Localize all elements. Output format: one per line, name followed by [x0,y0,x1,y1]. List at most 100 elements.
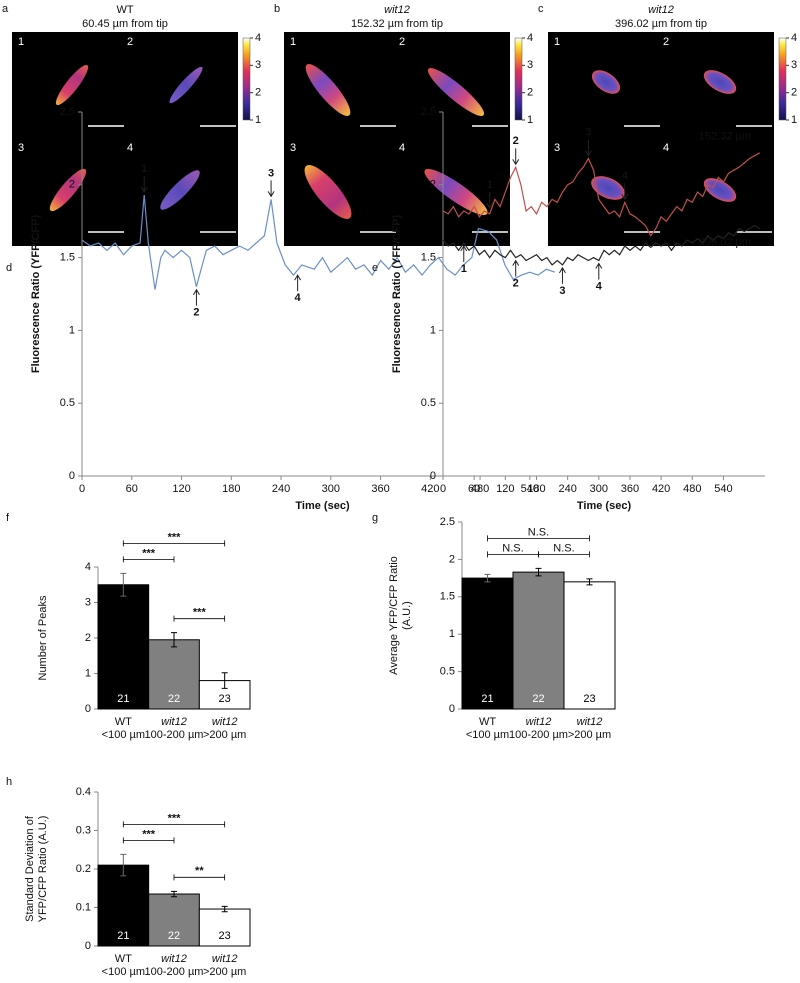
x-tick-label: <100 µm [102,729,145,741]
y-tick-label: 1.5 [421,252,436,264]
x-tick-label: 120 [496,483,514,495]
annotation-arrow [512,148,520,166]
y-tick-label: 0 [430,470,436,482]
error-bar [120,853,127,877]
panel-letter: h [6,776,12,788]
cell-label: 1 [290,36,296,48]
panel-subtitle: 152.32 µm from tip [351,18,443,30]
annotation-arrow [486,192,494,209]
significance-label: ** [195,865,204,877]
annotation: 4 [622,170,629,182]
y-tick-label: 1 [449,628,455,640]
panel-subtitle: 396.02 µm from tip [615,18,707,30]
y-tick-label: 0.3 [76,824,91,836]
x-tick-label: 540 [521,483,539,495]
micrograph [548,32,774,246]
panel-title: WT [116,4,133,16]
x-tick-label: wit12 [577,716,603,728]
annotation: 1 [487,179,493,191]
colorbar-tick-label: 3 [527,59,533,71]
cell-label: 4 [399,142,405,154]
x-tick-label: 180 [222,483,240,495]
significance-label: N.S. [553,542,574,554]
cell [49,168,87,212]
x-tick-label: 0 [79,483,85,495]
error-bar [120,572,127,597]
error-bar [484,573,491,583]
x-tick-label: 480 [683,483,701,495]
bar [512,571,565,710]
x-tick-label: wit12 [526,716,552,728]
significance-bracket [122,540,226,547]
cell-label: 1 [554,36,560,48]
x-tick-label: wit12 [161,716,187,728]
significance-label: *** [193,607,207,619]
y-axis-label: Standard Deviation of [24,815,36,922]
x-tick-label: 420 [652,483,670,495]
bar [97,584,150,710]
colorbar-tick-label: 2 [791,87,797,99]
colorbar-tick-label: 1 [255,114,261,126]
x-tick-label: 300 [590,483,608,495]
y-tick-label: 0.1 [76,901,91,913]
cell [160,170,200,210]
error-bar [171,890,177,898]
x-tick-label: 240 [558,483,576,495]
y-tick-label: 0 [85,940,91,952]
colorbar-tick-label: 4 [527,32,533,44]
cell [305,64,351,116]
sample-size: 22 [532,693,544,705]
x-tick-label: 60 [468,483,480,495]
cell-label: 2 [663,36,669,48]
significance-label: N.S. [502,542,523,554]
x-tick-label: wit12 [161,953,187,965]
significance-label: *** [142,828,156,840]
y-tick-label: 2 [449,553,455,565]
cell [55,64,89,106]
x-tick-label: >200 µm [203,966,246,978]
y-tick-label: 0.5 [421,397,436,409]
sample-size: 23 [583,693,595,705]
annotation-arrow [595,262,603,280]
y-tick-label: 0 [69,470,75,482]
panel-title: wit12 [384,4,410,16]
cell [591,70,621,94]
sample-size: 21 [117,930,129,942]
colorbar-tick-label: 3 [255,59,261,71]
panel-title: wit12 [648,4,674,16]
x-tick-label: wit12 [212,953,238,965]
x-tick-label: 100-200 µm [145,729,204,741]
line-series [442,152,761,237]
x-tick-label: 180 [527,483,545,495]
y-tick-label: 0.2 [76,863,91,875]
cell-label: 3 [290,142,296,154]
x-tick-label: 100-200 µm [509,729,568,741]
cell [169,66,203,104]
y-tick-label: 0 [449,703,455,715]
colorbar-tick-label: 1 [527,114,533,126]
micrograph [12,32,238,246]
panel-letter: f [6,512,10,524]
sample-size: 21 [481,693,493,705]
sample-size: 22 [168,693,180,705]
y-tick-label: 0.5 [440,666,455,678]
annotation: 4 [295,292,302,304]
significance-label: *** [142,547,156,559]
annotation: 2 [193,307,199,319]
y-tick-label: 2 [430,179,436,191]
x-tick-label: 540 [714,483,732,495]
annotation: 1 [141,163,147,175]
annotation-arrow [460,245,468,263]
x-tick-label: 120 [172,483,190,495]
annotation-arrow [193,288,200,306]
cell [703,178,737,202]
y-tick-label: 2 [85,632,91,644]
x-tick-label: WT [479,716,496,728]
bar [198,908,251,947]
annotation: 3 [559,285,565,297]
y-axis-label: (A.U.) [401,601,413,630]
cell-label: 2 [399,36,405,48]
x-tick-label: <100 µm [102,966,145,978]
colorbar [778,37,787,121]
